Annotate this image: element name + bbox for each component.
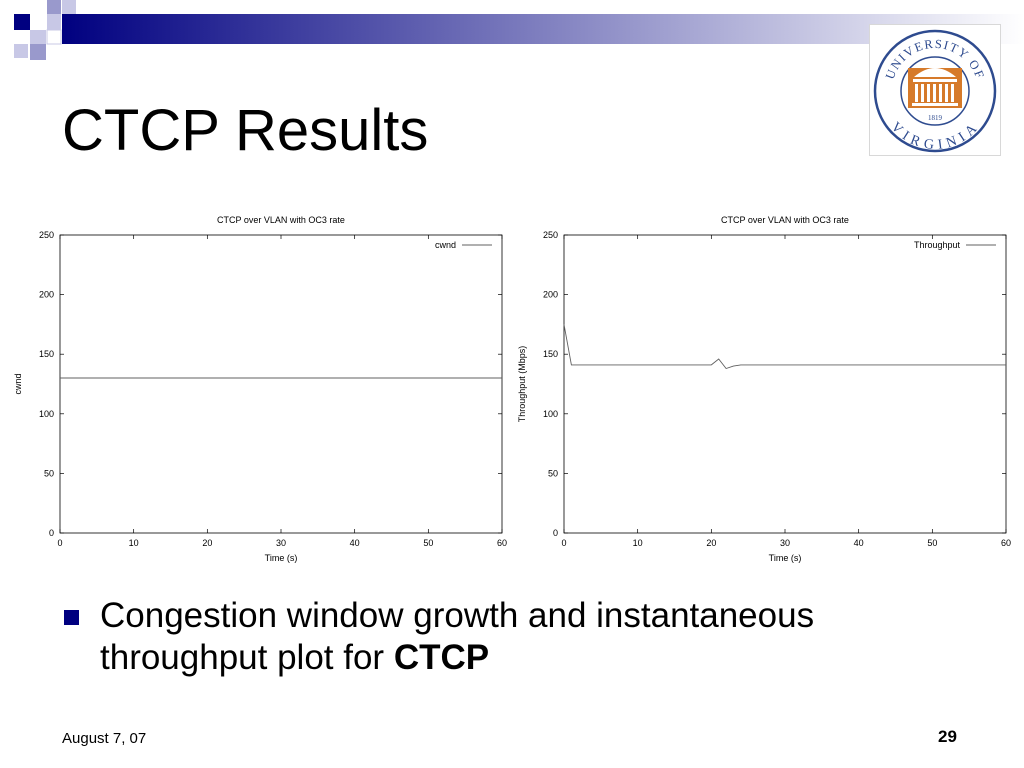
y-axis-label: cwnd — [13, 373, 23, 394]
x-tick-label: 30 — [780, 538, 790, 548]
y-tick-label: 150 — [543, 349, 558, 359]
y-axis-label: Throughput (Mbps) — [517, 346, 527, 423]
y-tick-label: 100 — [543, 409, 558, 419]
x-tick-label: 10 — [633, 538, 643, 548]
x-tick-label: 10 — [129, 538, 139, 548]
bullet-body: Congestion window growth and instantaneo… — [100, 596, 815, 677]
x-tick-label: 0 — [57, 538, 62, 548]
slide-title: CTCP Results — [62, 98, 429, 163]
cwnd-chart: CTCP over VLAN with OC3 rate 0 10 20 30 40 50 6… — [8, 205, 508, 565]
bullet-emphasis: CTCP — [393, 638, 490, 677]
university-logo: UNIVERSITY OF VIRGINIA 1819 — [869, 24, 1001, 156]
y-tick-label: 0 — [553, 528, 558, 538]
footer-date: August 7, 07 — [62, 730, 147, 747]
header-decoration — [14, 0, 1024, 60]
x-tick-label: 20 — [706, 538, 716, 548]
header-gradient-band — [62, 14, 1024, 44]
throughput-chart: CTCP over VLAN with OC3 rate 0 10 20 30 40 50 6… — [512, 205, 1012, 565]
x-tick-label: 0 — [561, 538, 566, 548]
y-tick-label: 250 — [543, 230, 558, 240]
x-tick-label: 30 — [276, 538, 286, 548]
header-square — [30, 30, 46, 44]
header-square — [30, 44, 46, 60]
x-tick-label: 50 — [927, 538, 937, 548]
y-tick-label: 100 — [39, 409, 54, 419]
header-square — [47, 14, 61, 30]
rotunda-seal-icon — [908, 68, 962, 108]
chart-svg: CTCP over VLAN with OC3 rate 0 10 20 30 40 50 6… — [13, 215, 507, 563]
header-square — [46, 29, 62, 45]
header-square — [14, 14, 30, 30]
x-tick-label: 60 — [497, 538, 507, 548]
y-tick-label: 0 — [49, 528, 54, 538]
x-tick-label: 50 — [423, 538, 433, 548]
header-square — [62, 0, 76, 14]
y-tick-label: 50 — [44, 468, 54, 478]
y-tick-label: 150 — [39, 349, 54, 359]
y-tick-label: 250 — [39, 230, 54, 240]
x-axis-label: Time (s) — [769, 553, 802, 563]
chart-svg: CTCP over VLAN with OC3 rate 0 10 20 30 40 50 6… — [517, 215, 1011, 563]
chart-title: CTCP over VLAN with OC3 rate — [217, 215, 345, 225]
plot-frame — [563, 234, 1007, 534]
bullet-point: Congestion window growth and instantaneo… — [62, 595, 962, 679]
legend-label: Throughput — [914, 240, 961, 250]
x-axis-label: Time (s) — [265, 553, 298, 563]
logo-year: 1819 — [928, 114, 943, 122]
legend-label: cwnd — [435, 240, 456, 250]
chart-title: CTCP over VLAN with OC3 rate — [721, 215, 849, 225]
y-tick-label: 50 — [548, 468, 558, 478]
bullet-text: Congestion window growth and instantaneo… — [100, 595, 962, 679]
x-tick-label: 40 — [350, 538, 360, 548]
x-tick-label: 60 — [1001, 538, 1011, 548]
y-tick-label: 200 — [543, 290, 558, 300]
page-number: 29 — [938, 727, 957, 746]
header-square — [47, 0, 61, 14]
square-bullet-icon — [64, 610, 79, 625]
plot-frame — [59, 234, 503, 534]
header-square — [14, 44, 28, 58]
x-tick-label: 20 — [202, 538, 212, 548]
x-tick-label: 40 — [854, 538, 864, 548]
series-line — [563, 324, 1006, 370]
y-tick-label: 200 — [39, 290, 54, 300]
